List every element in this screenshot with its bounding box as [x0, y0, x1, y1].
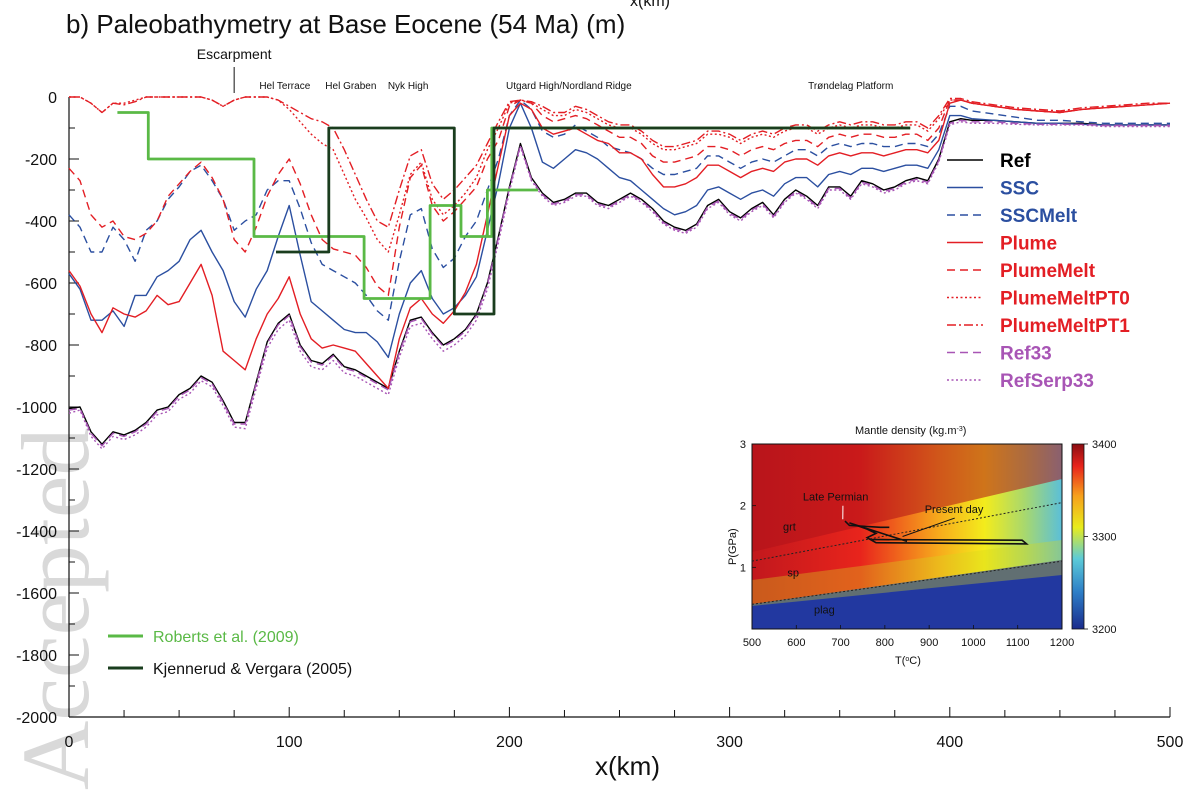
- heatmap-frame: [751, 443, 1063, 630]
- model-legend: Ref SSC SSCMelt Plume PlumeMelt PlumeMeltPT0 P…: [947, 151, 1130, 392]
- inset-x-label: T(oC): [895, 655, 921, 667]
- inset-y-tick-label: 1: [740, 562, 746, 574]
- series-plumemelt: [68, 99, 1171, 297]
- region-label-utgard-high-nordland-ridge: Utgard High/Nordland Ridge: [506, 81, 632, 92]
- inset-mantle-density: Mantle density (kg.m-3) P(GPa) T(oC) 500…: [727, 425, 1116, 667]
- y-tick-label: -1400: [16, 524, 57, 541]
- escarpment-label: Escarpment: [197, 46, 272, 62]
- region-label-hel-terrace: Hel Terrace: [259, 81, 310, 92]
- y-tick-label: -600: [25, 276, 57, 293]
- region-label-nyk-high: Nyk High: [388, 81, 429, 92]
- inset-y-label: P(GPa): [727, 528, 739, 565]
- reference-legend: Roberts et al. (2009) Kjennerud & Vergara…: [108, 629, 352, 678]
- colorbar-tick-label: 3200: [1092, 624, 1116, 636]
- inset-x-tick-label: 600: [787, 637, 805, 649]
- series-plumemeltpt0: [69, 96, 1171, 253]
- y-tick-label: 0: [48, 90, 57, 107]
- region-annotations: Escarpment Hel Terrace Hel Graben Nyk High U…: [197, 46, 893, 93]
- series-refserp33: [68, 121, 1170, 450]
- series-plumemeltpt1: [69, 96, 1170, 228]
- y-tick-label: -2000: [16, 710, 57, 727]
- phase-label-grt: grt: [783, 521, 796, 533]
- y-tick-label: -400: [25, 214, 57, 231]
- heatmap-field: [752, 444, 1062, 629]
- region-label-tr-ndelag-platform: Trøndelag Platform: [808, 81, 893, 92]
- phase-label-plag: plag: [814, 605, 835, 617]
- inset-title: Mantle density (kg.m-3): [855, 425, 966, 437]
- heatmap-sp-band: [752, 540, 1062, 606]
- ref-legend-label-kjennerud-vergara-2005: Kjennerud & Vergara (2005): [153, 661, 352, 678]
- inset-x-tick-label: 500: [743, 637, 761, 649]
- chart-title: b) Paleobathymetry at Base Eocene (54 Ma…: [66, 9, 625, 39]
- x-tick-label: 300: [716, 734, 743, 751]
- x-tick-label: 200: [496, 734, 523, 751]
- x-tick-label: 100: [276, 734, 303, 751]
- inset-x-tick-label: 1200: [1050, 637, 1074, 649]
- series-kjennerud-vergara-2005: [276, 126, 911, 316]
- colorbar-tick-label: 3300: [1092, 532, 1116, 544]
- colorbar: [1071, 443, 1085, 630]
- series-ref: [68, 117, 1170, 445]
- y-tick-label: -200: [25, 152, 57, 169]
- inset-x-tick-label: 1000: [961, 637, 985, 649]
- inset-x-tick-label: 1100: [1006, 637, 1030, 649]
- series-roberts-et-al-2009: [117, 111, 911, 300]
- y-tick-label: -1200: [16, 462, 57, 479]
- y-tick-label: -1600: [16, 586, 57, 603]
- inset-paths: Late Permian Present day: [803, 492, 1029, 545]
- y-tick-label: -1800: [16, 648, 57, 665]
- inset-y-tick-label: 3: [740, 439, 746, 451]
- phase-boundary-grt-sp: [751, 502, 1063, 562]
- legend-label-plume: Plume: [1000, 234, 1057, 255]
- legend-label-plumemelt: PlumeMelt: [1000, 261, 1096, 282]
- legend-label-plumemeltpt0: PlumeMeltPT0: [1000, 289, 1130, 310]
- legend-label-plumemeltpt1: PlumeMeltPT1: [1000, 316, 1130, 337]
- watermark-text: Accepted: [2, 428, 109, 790]
- top-axis-label-fragment: x(km): [630, 0, 670, 10]
- x-tick-label: 400: [936, 734, 963, 751]
- series-ssc: [68, 102, 1170, 359]
- legend-label-ref: Ref: [1000, 151, 1031, 172]
- phase-boundary-sp-plag: [751, 560, 1063, 605]
- series-roberts-et-al-2009-segment: [485, 188, 538, 237]
- main-series-group: [68, 96, 1171, 450]
- series-plume: [68, 99, 1171, 390]
- y-tick-label: -800: [25, 338, 57, 355]
- phase-label-sp: sp: [787, 568, 799, 580]
- legend-label-sscmelt: SSCMelt: [1000, 206, 1078, 227]
- inset-x-tick-label: 700: [831, 637, 849, 649]
- inset-axes: 500 600 700 800 900 1000 1100 1200 1 2 3 grt sp plag: [740, 439, 1074, 649]
- inset-x-tick-label: 800: [876, 637, 894, 649]
- colorbar-tick-label: 3400: [1092, 439, 1116, 451]
- inset-x-tick-label: 900: [920, 637, 938, 649]
- inset-y-tick-label: 2: [740, 501, 746, 513]
- main-axes: 0 100 200 300 400 500 0 -200 -400 -600 -800 -1000 -1…: [16, 90, 1183, 781]
- x-axis-label: x(km): [595, 751, 660, 781]
- legend-label-ssc: SSC: [1000, 179, 1039, 200]
- ref-legend-label-roberts-et-al-2009: Roberts et al. (2009): [153, 629, 299, 646]
- late-permian-path: [844, 520, 890, 529]
- x-tick-label: 500: [1157, 734, 1184, 751]
- x-tick-label: 0: [65, 734, 74, 751]
- y-tick-label: -1000: [16, 400, 57, 417]
- region-label-hel-graben: Hel Graben: [325, 81, 376, 92]
- colorbar-ticks: 3200 3300 3400: [1084, 439, 1116, 636]
- legend-label-refserp33: RefSerp33: [1000, 371, 1094, 392]
- legend-label-ref33: Ref33: [1000, 344, 1052, 365]
- heatmap-plag-zone: [752, 560, 1062, 629]
- inset-arrow-present-day: [902, 517, 955, 537]
- inset-annotation-present-day: Present day: [925, 504, 984, 516]
- heatmap-highdensity-wedge: [752, 444, 1062, 552]
- inset-annotation-late-permian: Late Permian: [803, 492, 868, 504]
- series-ref33: [68, 119, 1170, 447]
